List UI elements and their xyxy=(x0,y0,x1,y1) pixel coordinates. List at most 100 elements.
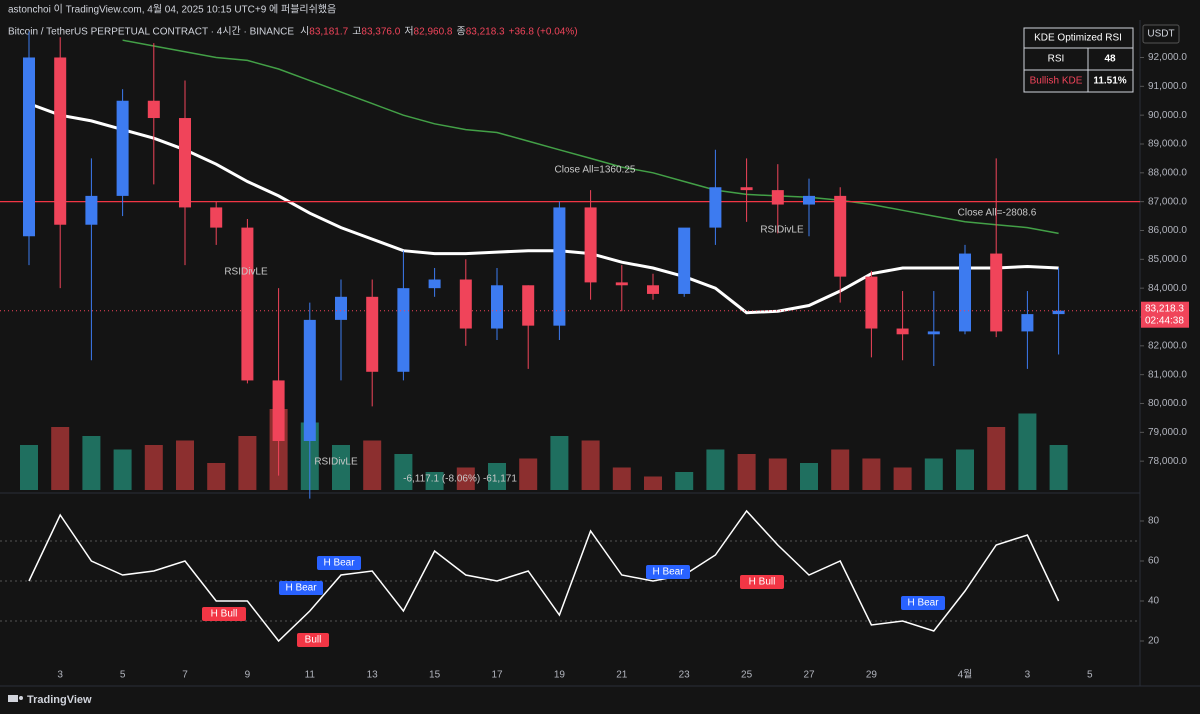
volume-bar xyxy=(737,454,756,490)
y-tick-label: 91,000.0 xyxy=(1148,81,1187,92)
y-tick-label: 82,000.0 xyxy=(1148,340,1187,351)
candle-body xyxy=(522,285,535,326)
signal-label: H Bull xyxy=(749,577,776,588)
candle-body xyxy=(553,207,566,326)
last-price-label: 83,218.3 xyxy=(1145,303,1184,314)
x-tick-label: 27 xyxy=(803,670,815,681)
candle-body xyxy=(85,195,98,225)
y-tick-label: 40 xyxy=(1148,596,1160,607)
candle-body xyxy=(147,100,160,119)
volume-bar xyxy=(581,440,600,490)
volume-bar xyxy=(675,472,694,490)
candle-body xyxy=(116,100,129,196)
x-tick-label: 7 xyxy=(182,670,188,681)
candle-body xyxy=(179,118,191,208)
x-tick-label: 13 xyxy=(367,670,379,681)
candle-body xyxy=(1052,310,1065,315)
y-tick-label: 86,000.0 xyxy=(1148,225,1187,236)
candle-body xyxy=(459,279,472,329)
volume-bar xyxy=(82,436,101,490)
x-tick-label: 25 xyxy=(741,670,753,681)
volume-bar xyxy=(144,445,163,490)
x-tick-label: 17 xyxy=(491,670,503,681)
annotation: Close All=1360.25 xyxy=(555,165,636,176)
candle-body xyxy=(647,285,659,294)
y-tick-label: 80,000.0 xyxy=(1148,398,1187,409)
signal-label: H Bear xyxy=(285,583,317,594)
volume-bar xyxy=(706,449,725,490)
candle-body xyxy=(272,380,285,441)
watermark-logo xyxy=(8,695,23,702)
currency: USDT xyxy=(1147,29,1174,40)
y-tick-label: 78,000.0 xyxy=(1148,456,1187,467)
y-tick-label: 85,000.0 xyxy=(1148,254,1187,265)
x-tick-label: 23 xyxy=(679,670,691,681)
volume-bar xyxy=(488,463,506,490)
signal-tag xyxy=(297,633,329,647)
candle-body xyxy=(927,331,940,335)
table-frame xyxy=(1023,27,1134,93)
annotation: RSIDivLE xyxy=(314,457,358,468)
ohlc-value: 83,218.3 xyxy=(466,27,505,38)
y-tick-label: 20 xyxy=(1148,636,1160,647)
signal-tag xyxy=(646,565,690,579)
currency-box xyxy=(1142,24,1180,44)
ohlc-label: 고 xyxy=(352,27,361,38)
publisher: astonchoi 이 TradingView.com, 4월 04, 2025… xyxy=(8,3,336,16)
x-tick-label: 4월 xyxy=(958,669,973,681)
candle-body xyxy=(803,195,815,205)
signal-tag xyxy=(740,575,784,589)
ohlc-value: 83,181.7 xyxy=(309,27,348,38)
y-tick-label: 90,000.0 xyxy=(1148,110,1187,121)
ohlc-value: 82,960.8 xyxy=(414,27,453,38)
symbol: Bitcoin / TetherUS PERPETUAL CONTRACT · … xyxy=(8,26,294,38)
annotation: Close All=-2808.6 xyxy=(958,208,1037,219)
x-tick-label: 5 xyxy=(120,670,126,681)
candle-body xyxy=(865,276,878,329)
candle-body xyxy=(678,227,691,294)
countdown: 02:44:38 xyxy=(1145,315,1184,326)
volume-bar xyxy=(644,476,662,490)
volume-bar xyxy=(425,472,444,490)
candle-body xyxy=(584,207,597,283)
y-tick-label: 60 xyxy=(1148,556,1160,567)
volume-bar xyxy=(768,458,787,490)
volume-bar xyxy=(862,458,881,490)
y-tick-label: 89,000.0 xyxy=(1148,139,1187,150)
candle-body xyxy=(241,227,254,381)
y-tick-label: 92,000.0 xyxy=(1148,52,1187,63)
signal-label: H Bear xyxy=(652,567,684,578)
candle-body xyxy=(491,285,503,329)
candle-body xyxy=(335,296,347,320)
y-tick-label: 84,000.0 xyxy=(1148,283,1187,294)
volume-bar xyxy=(800,463,818,490)
y-tick-label: 87,000.0 xyxy=(1148,196,1187,207)
volume-bar xyxy=(987,427,1006,490)
table-title: KDE Optimized RSI xyxy=(1034,33,1122,44)
candle-body xyxy=(834,195,847,277)
candle-body xyxy=(771,190,784,205)
moving-average xyxy=(122,39,1059,235)
volume-bar xyxy=(20,445,38,490)
y-tick-label: 88,000.0 xyxy=(1148,167,1187,178)
x-tick-label: 5 xyxy=(1087,670,1093,681)
candle-body xyxy=(990,253,1003,332)
table-cell: RSI xyxy=(1048,54,1065,65)
ohlc-label: 저 xyxy=(404,26,413,38)
x-tick-label: 11 xyxy=(305,670,316,681)
candle-body xyxy=(709,187,722,228)
signal-label: H Bull xyxy=(211,609,238,620)
candle-body xyxy=(1021,314,1034,332)
volume-bar xyxy=(924,458,943,490)
candle-body xyxy=(959,253,971,332)
ohlc-label: 시 xyxy=(300,26,309,38)
candle-body xyxy=(397,288,410,372)
volume-bar xyxy=(207,463,226,490)
x-tick-label: 3 xyxy=(1025,670,1031,681)
signal-label: Bull xyxy=(305,635,322,646)
signal-tag xyxy=(901,596,945,610)
x-tick-label: 15 xyxy=(429,670,441,681)
candle-body xyxy=(740,187,753,191)
